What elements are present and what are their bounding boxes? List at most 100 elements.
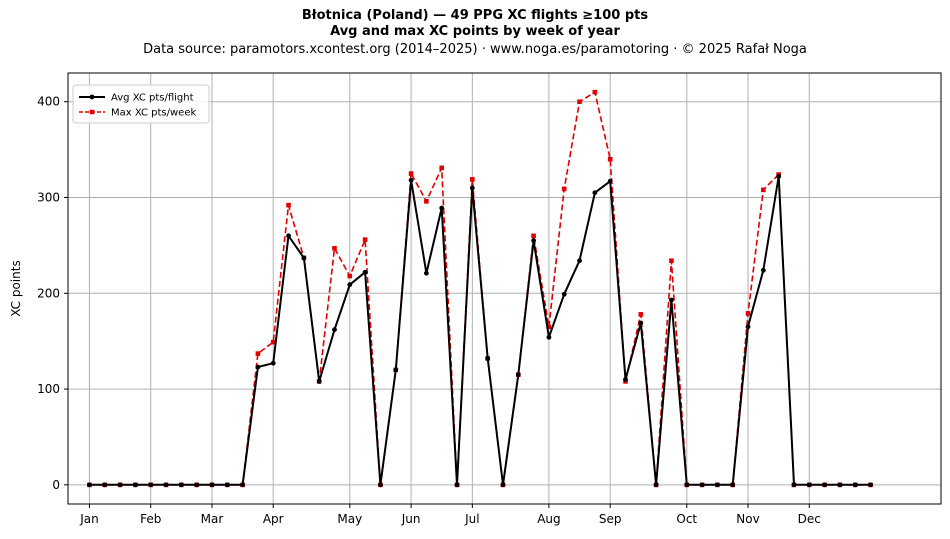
plot-frame xyxy=(67,72,942,505)
data-point xyxy=(607,178,613,184)
data-point xyxy=(270,360,276,366)
grid xyxy=(68,73,941,504)
data-point xyxy=(393,367,399,373)
data-point xyxy=(424,199,429,204)
legend: Avg XC pts/flight Max XC pts/week xyxy=(72,84,210,124)
data-point xyxy=(623,377,628,382)
series-lines xyxy=(87,89,873,488)
data-point xyxy=(240,482,246,488)
data-point xyxy=(408,171,414,176)
data-point xyxy=(87,482,92,488)
data-point xyxy=(439,165,445,171)
data-point xyxy=(531,238,536,244)
data-point xyxy=(561,291,567,297)
data-point xyxy=(148,482,154,488)
legend-box xyxy=(72,84,210,124)
y-axis-label: XC points xyxy=(9,260,23,316)
data-point xyxy=(730,482,736,488)
data-point xyxy=(209,482,215,488)
data-point xyxy=(102,482,108,488)
data-point xyxy=(592,190,598,196)
data-point xyxy=(745,324,751,330)
data-point xyxy=(469,185,475,191)
legend-label: Max XC pts/week xyxy=(111,108,196,119)
y-tick-label: 400 xyxy=(37,95,60,109)
data-point xyxy=(132,482,138,488)
data-point xyxy=(607,156,613,162)
x-tick-label: Jul xyxy=(464,512,479,526)
data-point xyxy=(439,205,445,211)
chart-subtitle: Avg and max XC points by week of year xyxy=(330,24,620,39)
series-0 xyxy=(87,174,873,488)
x-tick-label: Mar xyxy=(201,512,224,526)
data-point xyxy=(286,202,291,208)
data-point xyxy=(669,258,674,264)
data-point xyxy=(515,372,521,378)
data-point xyxy=(454,482,460,488)
chart-titles: Błotnica (Poland) — 49 PPG XC flights ≥1… xyxy=(0,8,950,59)
data-point xyxy=(470,177,475,182)
y-tick-label: 0 xyxy=(52,478,60,492)
data-point xyxy=(224,482,230,488)
data-point xyxy=(546,334,552,340)
y-tick-label: 100 xyxy=(37,382,60,396)
data-point xyxy=(653,482,659,488)
data-point xyxy=(500,482,506,488)
series-1 xyxy=(87,89,873,488)
data-point xyxy=(577,99,582,105)
data-point xyxy=(378,482,383,488)
data-point xyxy=(286,233,291,239)
data-point xyxy=(822,482,827,488)
x-tick-label: Aug xyxy=(537,512,560,526)
data-point xyxy=(714,482,720,488)
data-point xyxy=(684,482,690,488)
data-point xyxy=(270,339,276,345)
x-tick-label: Dec xyxy=(798,512,821,526)
data-point xyxy=(760,267,766,273)
data-point xyxy=(316,379,322,384)
data-point xyxy=(638,312,644,317)
data-point xyxy=(255,364,261,370)
data-point xyxy=(852,482,858,488)
data-point xyxy=(255,351,261,356)
x-tick-label: Sep xyxy=(599,512,622,526)
data-point xyxy=(194,482,200,488)
x-tick-label: Jan xyxy=(79,512,99,526)
data-point xyxy=(117,482,123,488)
x-tick-label: Apr xyxy=(263,512,284,526)
y-tick-label: 300 xyxy=(37,191,60,205)
data-point xyxy=(669,297,674,303)
data-point xyxy=(791,482,797,488)
data-point xyxy=(638,320,644,326)
data-point xyxy=(332,327,337,333)
data-point xyxy=(806,482,812,488)
y-tick-label: 200 xyxy=(37,286,60,300)
data-point xyxy=(776,174,782,179)
x-tick-label: Jun xyxy=(401,512,421,526)
legend-label: Avg XC pts/flight xyxy=(111,93,194,104)
data-point xyxy=(178,482,184,488)
data-point xyxy=(301,255,307,261)
data-point xyxy=(837,482,843,488)
data-point xyxy=(546,324,552,330)
data-point xyxy=(362,269,368,275)
data-point xyxy=(868,482,873,488)
data-source-note: Data source: paramotors.xcontest.org (20… xyxy=(143,42,807,57)
data-point xyxy=(577,258,582,264)
series-line xyxy=(89,175,871,486)
data-point xyxy=(745,311,751,316)
x-tick-label: Nov xyxy=(736,512,759,526)
data-point xyxy=(423,270,429,276)
data-point xyxy=(561,186,567,192)
data-point xyxy=(347,282,353,288)
data-point xyxy=(362,237,368,242)
data-point xyxy=(761,187,766,193)
data-point xyxy=(485,356,491,361)
x-tick-label: May xyxy=(337,512,362,526)
data-point xyxy=(408,177,414,183)
series-line xyxy=(89,91,871,486)
data-point xyxy=(347,273,353,279)
data-point xyxy=(531,233,536,239)
chart-title: Błotnica (Poland) — 49 PPG XC flights ≥1… xyxy=(301,8,649,23)
